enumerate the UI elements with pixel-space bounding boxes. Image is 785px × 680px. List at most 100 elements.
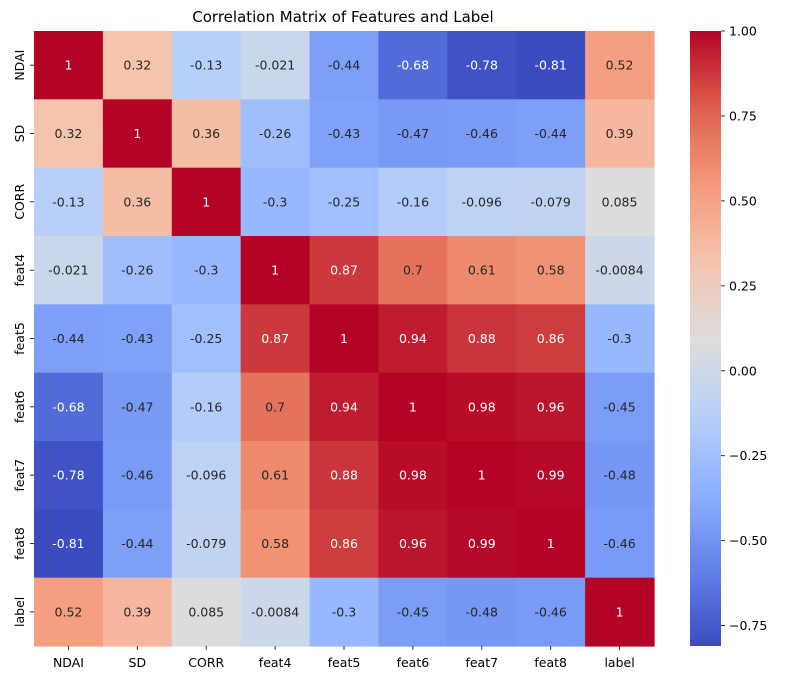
cell-value-label-SD-feat4: -0.26 <box>259 126 291 141</box>
heatmap-cell-label-SD <box>102 577 173 647</box>
heatmap-cell-SD-SD <box>102 99 173 169</box>
cell-value-label-feat8-CORR: -0.079 <box>186 536 226 551</box>
cell-value-label-label-NDAI: 0.52 <box>55 604 83 619</box>
cell-value-label-CORR-NDAI: -0.13 <box>52 194 84 209</box>
heatmap-cell-feat6-CORR <box>171 372 242 442</box>
heatmap-cell-feat7-CORR <box>171 441 242 510</box>
cell-value-label-feat8-SD: -0.44 <box>121 536 153 551</box>
cell-value-label-feat4-feat6: 0.7 <box>403 263 423 278</box>
heatmap-cell-feat4-NDAI <box>34 236 104 305</box>
heatmap-cell-label-feat7 <box>447 577 517 647</box>
heatmap-cell-NDAI-feat5 <box>309 31 380 100</box>
cell-value-label-feat7-SD: -0.46 <box>121 468 153 483</box>
x-tick-label-feat5: feat5 <box>328 655 361 670</box>
heatmap-cell-feat6-label <box>585 372 655 442</box>
cell-value-label-CORR-SD: 0.36 <box>123 194 151 209</box>
cell-value-label-feat5-feat5: 1 <box>340 331 348 346</box>
cell-value-label-CORR-feat7: -0.096 <box>462 194 502 209</box>
heatmap-cell-NDAI-SD <box>102 31 173 100</box>
cell-value-label-feat7-CORR: -0.096 <box>186 468 226 483</box>
cell-value-label-CORR-feat4: -0.3 <box>263 194 287 209</box>
heatmap-cell-feat7-SD <box>102 441 173 510</box>
cell-value-label-SD-feat8: -0.44 <box>534 126 566 141</box>
heatmap-cell-feat5-feat5 <box>309 304 380 374</box>
heatmap-cell-SD-label <box>585 99 655 169</box>
heatmap-cells <box>34 31 655 647</box>
cell-value-label-feat6-label: -0.45 <box>603 399 635 414</box>
cell-value-label-CORR-feat5: -0.25 <box>328 194 360 209</box>
cell-value-label-NDAI-NDAI: 1 <box>64 58 72 73</box>
heatmap-cell-feat5-feat8 <box>516 304 586 374</box>
heatmap-cell-CORR-feat5 <box>309 167 380 237</box>
heatmap-cell-feat8-label <box>585 509 655 579</box>
cell-value-label-feat7-NDAI: -0.78 <box>52 468 84 483</box>
cell-value-label-feat4-CORR: -0.3 <box>194 263 218 278</box>
x-tick-label-CORR: CORR <box>188 655 224 670</box>
heatmap-cell-CORR-feat7 <box>447 167 517 237</box>
cell-value-label-feat7-feat7: 1 <box>478 468 486 483</box>
cell-value-label-feat4-SD: -0.26 <box>121 263 153 278</box>
heatmap-cell-feat6-feat5 <box>309 372 380 442</box>
heatmap-cell-label-feat8 <box>516 577 586 647</box>
cell-value-label-feat8-label: -0.46 <box>603 536 635 551</box>
heatmap-cell-CORR-feat4 <box>240 167 311 237</box>
cell-value-label-label-feat4: -0.0084 <box>251 604 299 619</box>
x-tick-label-feat4: feat4 <box>259 655 292 670</box>
cell-value-label-label-feat8: -0.46 <box>534 604 566 619</box>
heatmap-cell-feat8-feat4 <box>240 509 311 579</box>
x-tick-label-feat8: feat8 <box>534 655 567 670</box>
cell-value-label-CORR-feat6: -0.16 <box>397 194 429 209</box>
cell-value-label-label-feat6: -0.45 <box>397 604 429 619</box>
heatmap-cell-CORR-label <box>585 167 655 237</box>
cell-value-label-CORR-feat8: -0.079 <box>531 194 571 209</box>
heatmap-cell-feat5-CORR <box>171 304 242 374</box>
heatmap-cell-label-NDAI <box>34 577 104 647</box>
cell-value-label-SD-feat7: -0.46 <box>466 126 498 141</box>
heatmap-cell-NDAI-feat4 <box>240 31 311 100</box>
heatmap-cell-CORR-feat8 <box>516 167 586 237</box>
y-tick-label-feat5: feat5 <box>12 322 27 355</box>
cell-value-label-feat5-label: -0.3 <box>607 331 631 346</box>
heatmap-cell-SD-feat4 <box>240 99 311 169</box>
heatmap-cell-feat6-feat4 <box>240 372 311 442</box>
y-tick-label-feat7: feat7 <box>12 459 27 492</box>
cell-value-label-SD-SD: 1 <box>133 126 141 141</box>
cell-value-label-feat4-feat5: 0.87 <box>330 263 358 278</box>
cell-value-label-SD-CORR: 0.36 <box>192 126 220 141</box>
cell-value-label-feat8-feat4: 0.58 <box>261 536 289 551</box>
cell-value-label-feat8-feat6: 0.96 <box>399 536 427 551</box>
heatmap-cell-feat5-feat7 <box>447 304 517 374</box>
heatmap-cell-CORR-feat6 <box>378 167 448 237</box>
heatmap-cell-feat8-CORR <box>171 509 242 579</box>
heatmap-cell-feat7-feat6 <box>378 441 448 510</box>
heatmap-cell-CORR-NDAI <box>34 167 104 237</box>
heatmap-cell-SD-feat6 <box>378 99 448 169</box>
heatmap-cell-label-feat4 <box>240 577 311 647</box>
y-tick-label-CORR: CORR <box>12 184 27 220</box>
heatmap-cell-feat8-NDAI <box>34 509 104 579</box>
heatmap-cell-label-feat5 <box>309 577 380 647</box>
cell-value-label-NDAI-feat8: -0.81 <box>534 58 566 73</box>
cell-value-label-feat8-feat5: 0.86 <box>330 536 358 551</box>
colorbar-tick-label: −0.75 <box>729 618 767 633</box>
cell-value-label-label-SD: 0.39 <box>123 604 151 619</box>
cell-value-label-feat4-feat4: 1 <box>271 263 279 278</box>
cell-value-label-feat6-SD: -0.47 <box>121 399 153 414</box>
y-tick-label-feat6: feat6 <box>12 390 27 423</box>
x-tick-label-feat6: feat6 <box>397 655 430 670</box>
heatmap-cell-CORR-CORR <box>171 167 242 237</box>
heatmap-cell-feat4-CORR <box>171 236 242 305</box>
cell-value-label-feat7-label: -0.48 <box>603 468 635 483</box>
heatmap-cell-SD-feat7 <box>447 99 517 169</box>
chart-title: Correlation Matrix of Features and Label <box>192 8 493 26</box>
cell-value-label-feat7-feat5: 0.88 <box>330 468 358 483</box>
heatmap-cell-feat6-SD <box>102 372 173 442</box>
y-axis-ticks: NDAI SD CORR feat4 feat5 feat6 feat7 feat8 label <box>12 50 34 627</box>
cell-value-label-label-feat5: -0.3 <box>332 604 356 619</box>
y-tick-label-NDAI: NDAI <box>12 50 27 81</box>
cell-value-label-feat6-feat8: 0.96 <box>537 399 565 414</box>
heatmap-cell-feat6-feat6 <box>378 372 448 442</box>
cell-value-label-CORR-label: 0.085 <box>602 194 638 209</box>
colorbar-tick-label: 0.50 <box>729 193 757 208</box>
heatmap-cell-feat8-feat8 <box>516 509 586 579</box>
